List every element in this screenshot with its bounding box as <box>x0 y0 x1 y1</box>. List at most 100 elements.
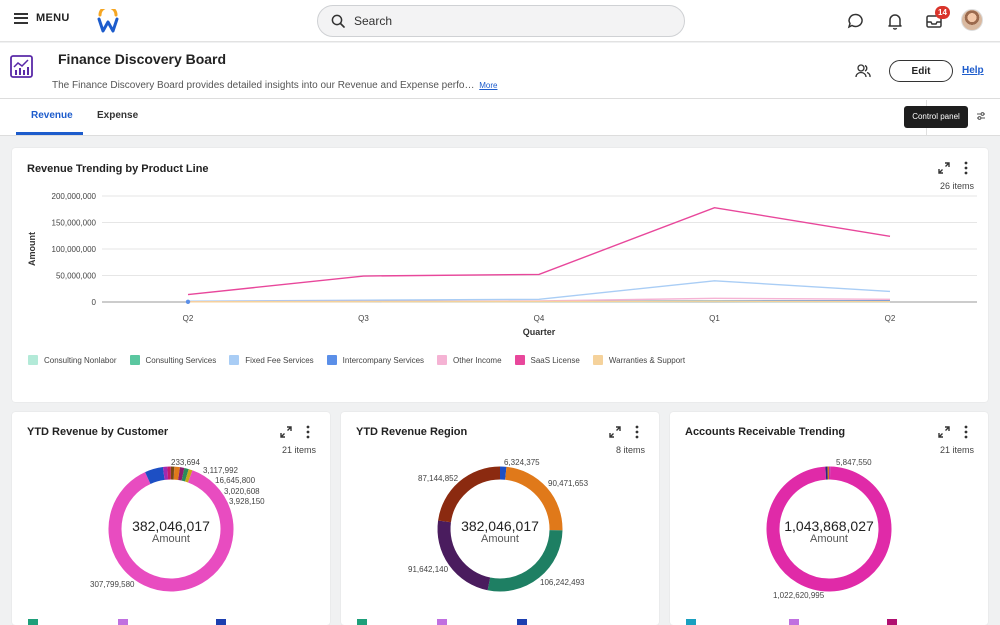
search-bar[interactable] <box>317 5 685 37</box>
dashboard-icon <box>10 55 33 78</box>
more-options-icon[interactable] <box>964 425 968 439</box>
data-label: 233,694 <box>171 458 200 467</box>
bell-icon[interactable] <box>885 11 905 31</box>
data-label: 16,645,800 <box>215 476 256 485</box>
legend-swatch <box>517 619 527 625</box>
page-header: Finance Discovery Board The Finance Disc… <box>0 43 1000 99</box>
data-label: 3,020,608 <box>224 487 260 496</box>
legend-swatch <box>229 355 240 365</box>
legend-swatch <box>592 355 603 365</box>
x-tick-label: Q1 <box>709 314 720 323</box>
search-icon <box>331 14 345 28</box>
items-count: 8 items <box>615 445 645 455</box>
data-point[interactable] <box>185 299 191 304</box>
more-options-icon[interactable] <box>635 425 639 439</box>
help-link[interactable]: Help <box>962 65 984 76</box>
legend-swatch <box>118 619 128 625</box>
donut-slice[interactable] <box>437 520 491 591</box>
x-tick-label: Q3 <box>358 314 369 323</box>
y-tick-label: 50,000,000 <box>56 272 97 281</box>
legend-item[interactable]: Intercompany Services <box>326 355 425 365</box>
legend-label: Fixed Fee Services <box>245 355 314 365</box>
legend-item[interactable]: Other Income <box>437 355 502 365</box>
legend-swatch <box>789 619 799 625</box>
donut-slice[interactable] <box>178 467 185 481</box>
page-title: Finance Discovery Board <box>58 51 227 67</box>
data-label: 3,117,992 <box>203 466 238 475</box>
legend-label: Other Income <box>453 355 502 365</box>
expand-icon[interactable] <box>938 426 950 438</box>
legend-swatch <box>28 355 38 365</box>
legend-swatch <box>437 355 448 365</box>
donut-slice[interactable] <box>766 466 892 592</box>
data-label: 91,642,140 <box>408 565 449 574</box>
expand-icon[interactable] <box>609 426 621 438</box>
legend-item[interactable]: Fixed Fee Services <box>229 355 314 365</box>
customer-donut-chart <box>108 466 234 592</box>
legend-swatch <box>216 619 226 625</box>
edit-button[interactable]: Edit <box>889 60 953 82</box>
donut-total: 1,043,868,027 <box>784 518 874 534</box>
x-tick-label: Q2 <box>183 314 194 323</box>
card-title: Accounts Receivable Trending <box>685 426 846 438</box>
search-input[interactable] <box>354 12 664 30</box>
legend-swatch <box>514 355 525 365</box>
tab-expense[interactable]: Expense <box>97 110 139 121</box>
donut-total: 382,046,017 <box>461 518 539 534</box>
data-label: 6,324,375 <box>504 458 540 467</box>
donut-slice[interactable] <box>184 469 193 483</box>
expand-icon[interactable] <box>938 162 950 174</box>
data-label: 5,847,550 <box>836 458 872 467</box>
donut-slice[interactable] <box>108 470 234 592</box>
share-people-icon[interactable] <box>855 64 871 78</box>
card-title: Revenue Trending by Product Line <box>27 163 209 175</box>
legend-swatch <box>887 619 897 625</box>
page-description-text: The Finance Discovery Board provides det… <box>52 80 475 91</box>
legend-item[interactable]: Consulting Nonlabor <box>28 355 117 365</box>
workday-logo-icon[interactable] <box>97 9 119 33</box>
y-tick-label: 100,000,000 <box>52 245 97 254</box>
chat-icon[interactable] <box>846 11 866 31</box>
menu-button[interactable]: MENU <box>14 12 70 24</box>
legend-item[interactable]: SaaS License <box>514 355 580 365</box>
y-tick-label: 150,000,000 <box>52 219 97 228</box>
inbox-icon[interactable] <box>924 11 944 31</box>
series-line[interactable] <box>187 280 891 302</box>
donut-total-label: Amount <box>152 533 190 545</box>
top-bar: MENU 14 <box>0 0 1000 42</box>
donut-slice[interactable] <box>438 466 501 523</box>
legend-swatch <box>357 619 367 625</box>
donut-slice[interactable] <box>487 529 563 592</box>
expand-icon[interactable] <box>280 426 292 438</box>
data-label: 1,022,620,995 <box>773 591 825 600</box>
items-count: 21 items <box>939 445 974 455</box>
series-line[interactable] <box>187 206 891 296</box>
donut-slice[interactable] <box>145 467 165 485</box>
donut-total-label: Amount <box>810 533 848 545</box>
donut-slice[interactable] <box>504 466 563 531</box>
legend-swatch <box>326 355 337 365</box>
more-options-icon[interactable] <box>306 425 310 439</box>
legend-swatch <box>686 619 696 625</box>
menu-label: MENU <box>36 12 70 24</box>
card-title: YTD Revenue Region <box>356 426 468 438</box>
donut-slice[interactable] <box>181 467 189 482</box>
more-options-icon[interactable] <box>964 161 968 175</box>
legend-label: Warranties & Support <box>608 355 686 365</box>
y-tick-label: 200,000,000 <box>52 192 97 201</box>
legend-label: Intercompany Services <box>342 355 425 365</box>
control-panel-icon[interactable] <box>976 111 986 121</box>
donut-total-label: Amount <box>481 533 519 545</box>
legend-label: Consulting Services <box>145 355 217 365</box>
user-avatar[interactable] <box>961 9 983 31</box>
region-donut-chart <box>437 466 563 592</box>
legend-item[interactable]: Warranties & Support <box>592 355 686 365</box>
tab-revenue[interactable]: Revenue <box>31 110 73 121</box>
legend-swatch <box>28 619 38 625</box>
more-link[interactable]: More <box>479 81 498 90</box>
series-line[interactable] <box>187 300 891 303</box>
legend-label: SaaS License <box>530 355 580 365</box>
legend-item[interactable]: Consulting Services <box>129 355 217 365</box>
legend-label: Consulting Nonlabor <box>44 355 117 365</box>
control-panel-tooltip: Control panel <box>904 106 968 128</box>
